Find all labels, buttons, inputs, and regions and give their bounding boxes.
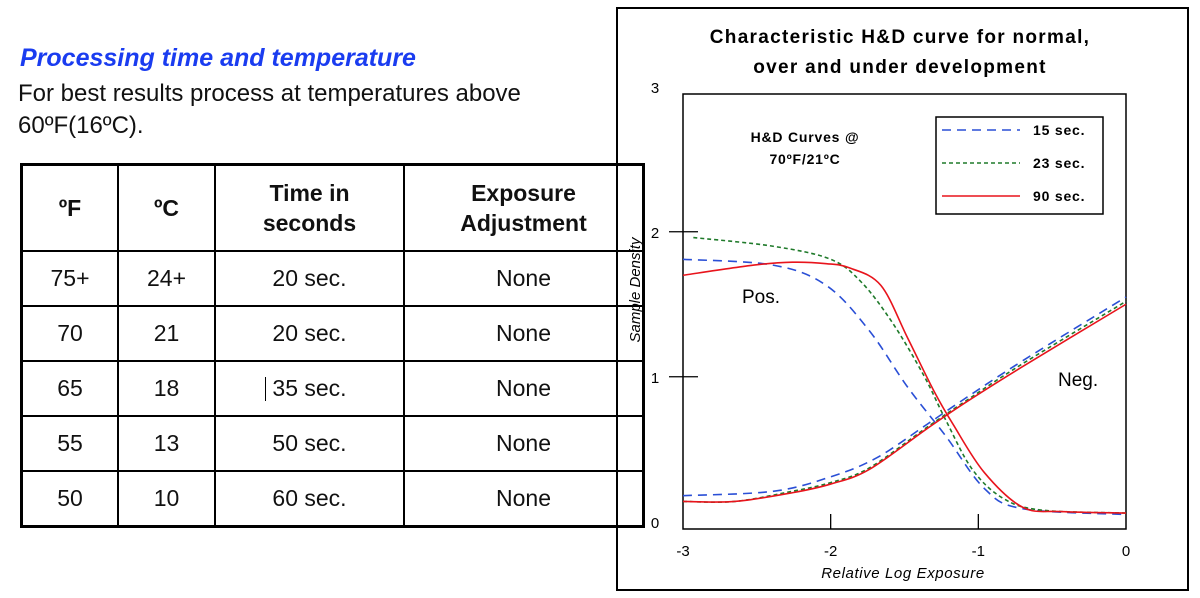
table-cell-text: 55	[57, 430, 83, 456]
annotation-line-1: H&D Curves @	[751, 129, 860, 145]
table-cell-text: 60 sec.	[272, 485, 347, 511]
x-tick-label: -2	[824, 543, 837, 560]
legend-box	[935, 116, 1104, 215]
table-cell: 75+	[20, 250, 119, 307]
legend-label: 90 sec.	[1033, 188, 1085, 204]
table-cell: None	[403, 250, 645, 307]
legend-label: 15 sec.	[1033, 122, 1085, 138]
x-tick-label: 0	[1122, 543, 1130, 560]
series-90-sec--pos-line	[682, 261, 1127, 514]
neg-label: Neg.	[1058, 370, 1098, 391]
series-90-sec--neg-line	[682, 303, 1127, 503]
table-cell-text: 50 sec.	[272, 430, 347, 456]
table-cell: 21	[117, 305, 216, 362]
table-cell-text: 24+	[146, 265, 186, 291]
text-cursor	[265, 377, 266, 401]
series-23-sec--neg-line	[682, 300, 1127, 503]
table-cell: 50	[20, 470, 119, 528]
table-row: 70 21 20 sec. None	[20, 305, 645, 362]
table-cell-text: 21	[153, 320, 180, 346]
x-tick-label: -3	[676, 543, 689, 560]
annotation-line-2: 70ºF/21ºC	[769, 151, 840, 167]
y-tick-label: 3	[651, 80, 659, 97]
table-cell-text: 70	[57, 320, 83, 346]
section-heading: Processing time and temperature	[20, 44, 416, 72]
table-cell-text: 18	[153, 375, 180, 401]
y-tick-label: 0	[651, 515, 659, 532]
table-cell: 60 sec.	[214, 470, 405, 528]
table-cell-text: 10	[153, 485, 180, 511]
table-header-row: ºF ºC Time in seconds Exposure Adjustmen…	[20, 163, 645, 252]
table-cell: None	[403, 305, 645, 362]
table-cell: 18	[117, 360, 216, 417]
table-cell-text: 20 sec.	[272, 320, 347, 346]
table-cell: 24+	[117, 250, 216, 307]
chart-title-line-2: over and under development	[753, 57, 1047, 78]
table-row: 55 13 50 sec. None	[20, 415, 645, 472]
table-cell-text: None	[496, 430, 551, 456]
table-cell: 55	[20, 415, 119, 472]
table-cell: 70	[20, 305, 119, 362]
table-cell: 35 sec.	[214, 360, 405, 417]
y-tick-label: 1	[651, 370, 659, 387]
table-row: 65 18 35 sec. None	[20, 360, 645, 417]
table-cell: 13	[117, 415, 216, 472]
table-cell: None	[403, 360, 645, 417]
header-exposure: Exposure Adjustment	[403, 163, 645, 252]
table-row: 75+ 24+ 20 sec. None	[20, 250, 645, 307]
table-cell-text: None	[496, 485, 551, 511]
table-cell: 10	[117, 470, 216, 528]
series-15-sec--neg-line	[682, 296, 1127, 497]
y-axis-label: Sample Density	[627, 236, 644, 343]
header-fahrenheit: ºF	[20, 163, 119, 252]
table-cell-text: 65	[57, 375, 83, 401]
table-cell-text: None	[496, 320, 551, 346]
processing-table: ºF ºC Time in seconds Exposure Adjustmen…	[20, 163, 645, 528]
x-axis-label: Relative Log Exposure	[821, 565, 985, 582]
table-cell: 20 sec.	[214, 250, 405, 307]
table-cell-text: 75+	[50, 265, 90, 291]
chart-title-line-1: Characteristic H&D curve for normal,	[710, 27, 1090, 48]
table-cell-text: None	[496, 375, 551, 401]
header-celsius: ºC	[117, 163, 216, 252]
table-row: 50 10 60 sec. None	[20, 470, 645, 528]
chart-frame	[616, 7, 1189, 591]
table-cell-text: 20 sec.	[272, 265, 347, 291]
table-cell-text: 13	[153, 430, 180, 456]
legend: 15 sec. 23 sec. 90 sec.	[935, 116, 1104, 215]
header-time: Time in seconds	[214, 163, 405, 252]
table-cell: 65	[20, 360, 119, 417]
plot-area	[682, 93, 1127, 530]
series-15-sec--pos-line	[682, 258, 1127, 516]
table-cell-text: None	[496, 265, 551, 291]
table-cell-text: 50	[57, 485, 83, 511]
intro-text: For best results process at temperatures…	[18, 80, 521, 139]
table-cell: None	[403, 415, 645, 472]
table-cell-text: 35 sec.	[272, 375, 347, 401]
table-cell: 20 sec.	[214, 305, 405, 362]
table-cell: None	[403, 470, 645, 528]
y-tick-label: 2	[651, 225, 659, 242]
x-tick-label: -1	[972, 543, 985, 560]
table-cell: 50 sec.	[214, 415, 405, 472]
pos-label: Pos.	[742, 287, 780, 308]
legend-label: 23 sec.	[1033, 155, 1085, 171]
